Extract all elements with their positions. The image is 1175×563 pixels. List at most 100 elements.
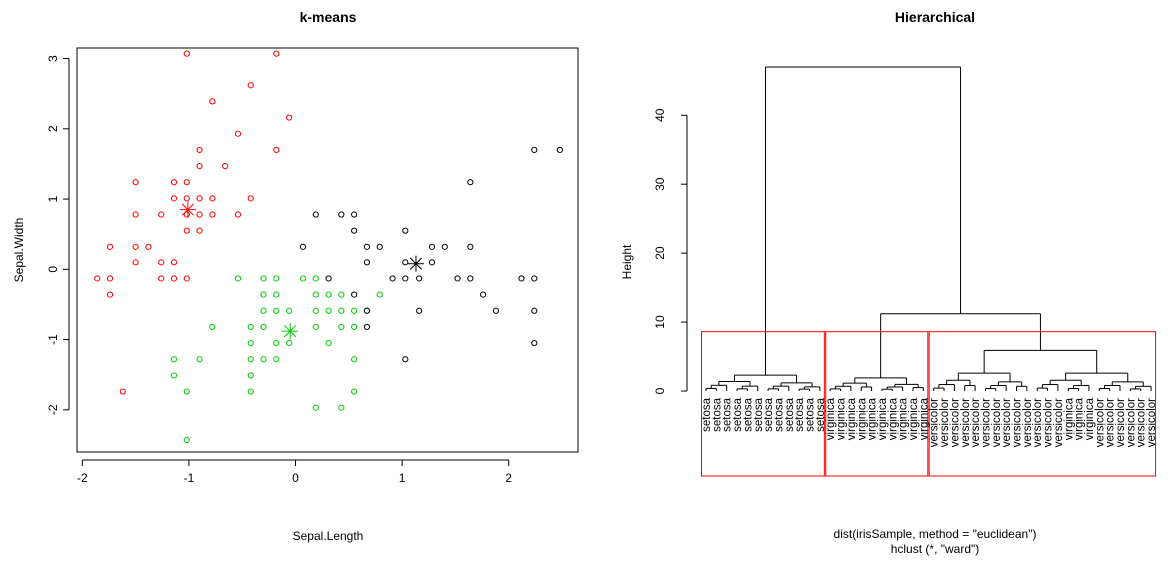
data-point — [441, 243, 448, 250]
data-point — [273, 339, 280, 347]
data-point — [183, 275, 190, 282]
data-point — [247, 195, 254, 202]
leaf-label: versicolor — [1136, 398, 1148, 447]
hclust-leaf-labels: setosasetosasetosasetosasetosasetosaseto… — [701, 397, 1158, 447]
data-point — [273, 307, 280, 314]
data-point — [531, 339, 538, 347]
data-point — [183, 50, 190, 57]
data-point — [196, 356, 203, 363]
data-point — [402, 227, 409, 234]
data-point — [183, 179, 190, 186]
cluster-center-marker — [179, 201, 196, 218]
leaf-label: versicolor — [970, 398, 982, 447]
leaf-label: versicolor — [1146, 398, 1158, 447]
center-stroke — [284, 325, 297, 338]
data-point — [273, 146, 280, 153]
hclust-ylabel: Height — [620, 244, 634, 279]
hclust-cluster-rects — [701, 331, 1157, 477]
y-tick-label: 40 — [653, 108, 667, 122]
data-point — [183, 227, 190, 234]
leaf-label: setosa — [805, 397, 817, 431]
leaf-label: virginica — [918, 397, 930, 440]
leaf-label: virginica — [1074, 397, 1086, 440]
leaf-label: setosa — [794, 397, 806, 431]
data-point — [325, 339, 332, 347]
kmeans-points — [94, 50, 563, 444]
hclust-sub: hclust (*, "ward") — [891, 542, 980, 556]
cluster-center-marker — [282, 323, 299, 340]
leaf-label: virginica — [898, 397, 910, 440]
cluster-rect — [701, 331, 825, 477]
data-point — [273, 356, 280, 363]
data-point — [492, 307, 500, 314]
cluster-center-marker — [407, 255, 424, 272]
data-point — [467, 179, 474, 186]
leaf-label: setosa — [784, 397, 796, 431]
data-point — [158, 275, 165, 282]
data-point — [132, 243, 139, 250]
data-point — [299, 275, 307, 282]
leaf-label: versicolor — [1032, 398, 1044, 447]
data-point — [247, 323, 254, 331]
leaf-label: virginica — [836, 397, 848, 440]
data-point — [132, 259, 139, 266]
data-point — [196, 195, 203, 202]
leaf-label: virginica — [908, 397, 920, 440]
data-point — [312, 323, 319, 331]
data-point — [196, 227, 203, 234]
data-point — [312, 291, 319, 298]
center-stroke — [181, 203, 194, 216]
data-point — [209, 211, 216, 218]
x-tick-label: -1 — [184, 471, 195, 485]
kmeans-panel: k-means -2 -1 0 1 2 -2 -1 0 1 2 3 Sepal.Length Se… — [12, 9, 579, 543]
data-point — [222, 162, 229, 170]
data-point — [312, 307, 319, 314]
data-point — [325, 291, 332, 298]
data-point — [312, 275, 319, 282]
leaf-label: setosa — [711, 397, 723, 431]
data-point — [338, 323, 345, 331]
hclust-title: Hierarchical — [895, 9, 975, 25]
data-point — [338, 211, 345, 218]
y-tick-label: 0 — [46, 266, 60, 273]
hclust-tree — [705, 66, 1152, 391]
kmeans-plot-frame — [76, 47, 579, 453]
y-tick-label: 10 — [653, 315, 667, 329]
data-point — [338, 291, 345, 298]
data-point — [363, 323, 371, 331]
data-point — [183, 211, 190, 218]
kmeans-y-axis: -2 -1 0 1 2 3 — [46, 55, 70, 415]
leaf-label: versicolor — [1053, 398, 1065, 447]
data-point — [376, 243, 383, 250]
y-tick-label: -1 — [46, 334, 60, 345]
leaf-label: setosa — [701, 397, 713, 431]
data-point — [234, 211, 242, 218]
data-point — [376, 291, 383, 298]
y-tick-label: 0 — [653, 387, 667, 394]
data-point — [351, 227, 358, 234]
center-stroke — [409, 257, 423, 270]
leaf-label: virginica — [887, 397, 899, 440]
data-point — [209, 195, 216, 202]
data-point — [158, 259, 165, 266]
data-point — [286, 339, 293, 347]
leaf-label: virginica — [825, 397, 837, 440]
y-tick-label: -2 — [46, 404, 60, 415]
x-tick-label: -2 — [77, 471, 88, 485]
leaf-label: versicolor — [1001, 398, 1013, 447]
data-point — [106, 291, 114, 298]
data-point — [351, 211, 358, 218]
y-tick-label: 3 — [46, 55, 60, 62]
data-point — [170, 195, 178, 202]
data-point — [402, 275, 409, 282]
data-point — [170, 372, 178, 379]
data-point — [351, 307, 358, 314]
data-point — [428, 243, 436, 250]
leaf-label: setosa — [742, 397, 754, 431]
leaf-label: virginica — [867, 397, 879, 440]
data-point — [145, 243, 152, 250]
data-point — [170, 356, 178, 363]
y-tick-label: 2 — [46, 125, 60, 132]
x-tick-label: 0 — [292, 471, 299, 485]
leaf-label: versicolor — [939, 398, 951, 447]
